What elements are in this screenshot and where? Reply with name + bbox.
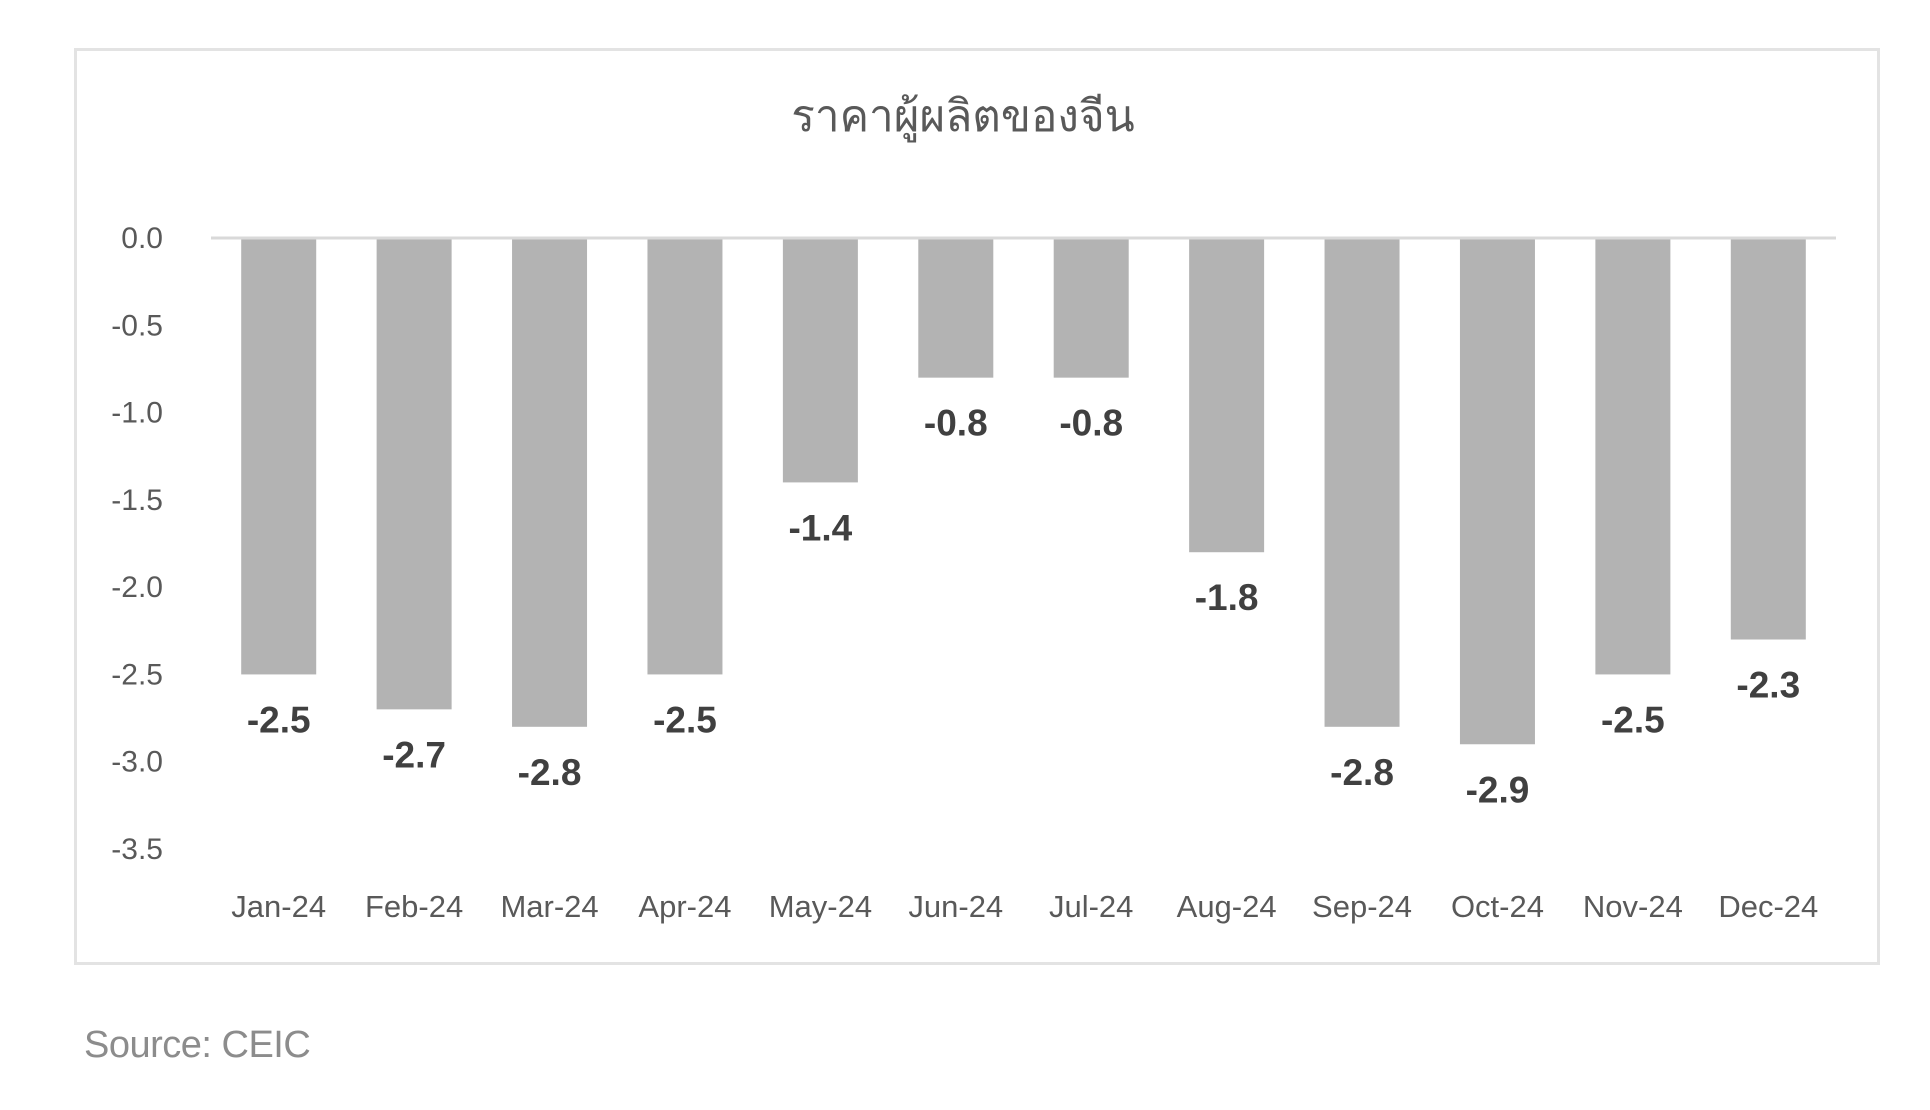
- data-labels: -2.5 -2.7 -2.8 -2.5 -1.4 -0.8 -0.8 -1.8 -2.8 -2.9…: [247, 403, 1800, 811]
- y-tick-label: -2.0: [111, 571, 163, 604]
- bar-oct-24: [1459, 238, 1535, 745]
- data-label: -2.9: [1466, 769, 1530, 810]
- bar-chart: ราคาผู้ผลิตของจีน 0.0 -0.5 -1.0 -1.5 -2.0 -2.…: [111, 91, 1836, 924]
- y-axis-ticks: 0.0 -0.5 -1.0 -1.5 -2.0 -2.5 -3.0 -3.5: [111, 222, 163, 866]
- x-tick-label: Apr-24: [638, 889, 731, 924]
- data-label: -2.5: [1601, 699, 1665, 740]
- x-tick-label: May-24: [769, 889, 872, 924]
- bar-jan-24: [241, 238, 317, 675]
- x-tick-label: Sep-24: [1312, 889, 1412, 924]
- x-tick-label: Dec-24: [1718, 889, 1818, 924]
- data-label: -2.5: [247, 699, 311, 740]
- y-tick-label: -0.5: [111, 309, 163, 342]
- y-tick-label: -3.5: [111, 833, 163, 866]
- chart-title: ราคาผู้ผลิตของจีน: [791, 91, 1134, 143]
- data-label: -0.8: [1059, 403, 1123, 444]
- source-note: Source: CEIC: [84, 1024, 311, 1066]
- data-label: -2.5: [653, 699, 717, 740]
- y-tick-label: 0.0: [121, 222, 163, 255]
- x-tick-label: Feb-24: [365, 889, 463, 924]
- bars: [241, 238, 1806, 745]
- bar-feb-24: [376, 238, 452, 710]
- x-axis-ticks: Jan-24 Feb-24 Mar-24 Apr-24 May-24 Jun-24 Jul-…: [231, 889, 1818, 924]
- data-label: -1.4: [788, 507, 852, 548]
- x-tick-label: Aug-24: [1177, 889, 1277, 924]
- bar-jul-24: [1053, 238, 1129, 378]
- data-label: -2.8: [1330, 752, 1394, 793]
- y-tick-label: -1.0: [111, 397, 163, 430]
- data-label: -0.8: [924, 403, 988, 444]
- x-tick-label: Oct-24: [1451, 889, 1544, 924]
- y-tick-label: -2.5: [111, 658, 163, 691]
- x-tick-label: Jul-24: [1049, 889, 1133, 924]
- y-tick-label: -1.5: [111, 484, 163, 517]
- data-label: -1.8: [1195, 577, 1259, 618]
- y-tick-label: -3.0: [111, 746, 163, 779]
- data-label: -2.3: [1736, 665, 1800, 706]
- x-tick-label: Nov-24: [1583, 889, 1683, 924]
- bar-apr-24: [647, 238, 723, 675]
- data-label: -2.7: [382, 734, 446, 775]
- bar-nov-24: [1595, 238, 1671, 675]
- bar-jun-24: [918, 238, 994, 378]
- chart-frame: ราคาผู้ผลิตของจีน 0.0 -0.5 -1.0 -1.5 -2.0 -2.…: [74, 48, 1880, 965]
- x-tick-label: Mar-24: [500, 889, 598, 924]
- bar-sep-24: [1324, 238, 1400, 727]
- bar-dec-24: [1730, 238, 1806, 640]
- x-tick-label: Jun-24: [908, 889, 1003, 924]
- bar-aug-24: [1189, 238, 1265, 553]
- bar-mar-24: [512, 238, 588, 727]
- data-label: -2.8: [518, 752, 582, 793]
- bar-may-24: [782, 238, 858, 483]
- x-tick-label: Jan-24: [231, 889, 326, 924]
